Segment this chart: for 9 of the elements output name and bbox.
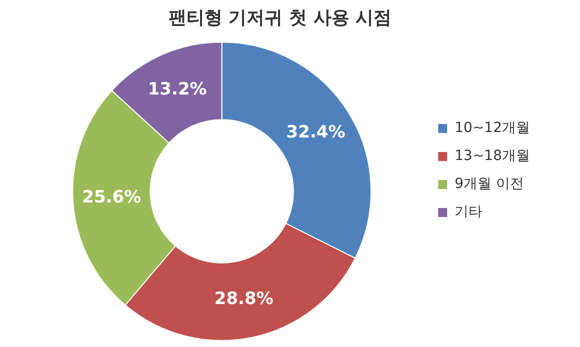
legend-label: 기타 (454, 204, 483, 220)
data-label: 28.8% (214, 288, 274, 309)
legend-label: 13~18개월 (454, 148, 530, 164)
data-label: 25.6% (82, 188, 142, 208)
data-label: 32.4% (286, 122, 346, 143)
legend-label: 10~12개월 (454, 120, 530, 136)
data-label: 13.2% (148, 80, 207, 100)
legend-label: 9개월 이전 (454, 176, 524, 192)
chart-title: 팬티형 기저귀 첫 사용 시점 (168, 7, 392, 28)
